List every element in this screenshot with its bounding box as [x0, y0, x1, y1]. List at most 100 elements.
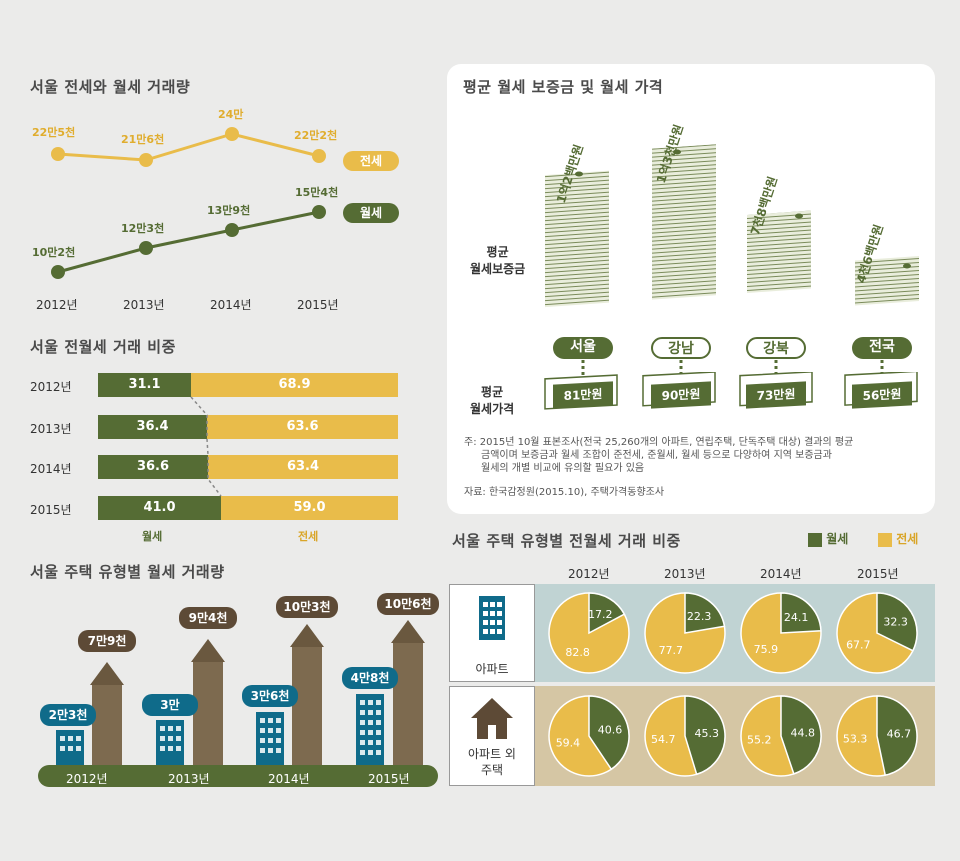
- apartment-volume-label: 3만: [142, 694, 198, 716]
- monthly-point: [312, 205, 326, 219]
- house-column: [92, 685, 122, 765]
- year-label: 2015년: [368, 772, 410, 786]
- deposit-axis-label: 평균 월세보증금: [470, 244, 525, 278]
- pie-apt-monthly-slice: [876, 592, 918, 652]
- deposit-axis-label-line: 월세보증금: [470, 262, 526, 276]
- price-note-line: 월세의 개별 비교에 유의할 필요가 있음: [481, 463, 645, 474]
- year-label: 2013년: [123, 298, 165, 312]
- year-label: 2015년: [30, 503, 72, 517]
- house-volume-label: 10만6천: [377, 593, 439, 615]
- price-title: 평균 월세 보증금 및 월세 가격: [463, 78, 664, 96]
- pie-jeonse-label: 55.2: [747, 734, 772, 747]
- legend-jeonse: 전세: [298, 530, 319, 543]
- apartment-volume-label: 3만6천: [242, 685, 298, 707]
- monthly-label: 12만3천: [121, 222, 165, 235]
- monthly-point: [139, 241, 153, 255]
- house-column: [292, 647, 322, 765]
- apartment-icon: [479, 596, 505, 640]
- monthly-tag: 월세: [343, 203, 399, 223]
- legend-monthly-label: 월세: [826, 532, 849, 546]
- monthly-label: 15만4천: [295, 186, 339, 199]
- apartment-volume-label: 2만3천: [40, 704, 96, 726]
- pie-jeonse-label: 54.7: [651, 733, 676, 746]
- pie-apt-monthly-slice: [684, 592, 726, 634]
- line-chart: [51, 127, 326, 279]
- pie-jeonse-label: 67.7: [846, 639, 871, 652]
- house-roof: [191, 639, 225, 662]
- jeonse-point: [51, 147, 65, 161]
- pie-jeonse-label: 59.4: [556, 736, 581, 749]
- share-chart-title: 서울 전월세 거래 비중: [30, 338, 176, 356]
- monthly-label: 13만9천: [207, 204, 251, 217]
- pie-house-monthly-slice: [780, 695, 822, 775]
- monthly-bar: 31.1: [98, 373, 191, 397]
- year-label: 2012년: [30, 380, 72, 394]
- year-label: 2014년: [210, 298, 252, 312]
- rent-axis-label-line: 월세가격: [470, 402, 515, 416]
- price-source: 자료: 한국감정원(2015.10), 주택가격동향조사: [464, 487, 665, 498]
- legend-jeonse-label: 전세: [896, 532, 919, 546]
- pie-monthly-label: 45.3: [695, 727, 720, 740]
- ground-band: [38, 765, 438, 787]
- legend-monthly: 월세: [808, 530, 848, 547]
- pie-jeonse-label: 75.9: [754, 643, 779, 656]
- deposit-stack-seoul: [545, 170, 609, 308]
- legend-monthly: 월세: [142, 530, 163, 543]
- pie-apt-monthly-slice: [780, 592, 822, 634]
- share-bar-row: 36.4 63.6: [98, 415, 398, 439]
- price-note-line: 주: 2015년 10월 표본조사(전국 25,260개의 아파트, 연립주택,…: [464, 437, 854, 448]
- type-volume-title: 서울 주택 유형별 월세 거래량: [30, 563, 225, 581]
- region-seoul: 서울: [553, 337, 613, 359]
- pie-house-monthly-slice: [588, 695, 630, 771]
- pie-monthly-label: 24.1: [784, 611, 809, 624]
- pie-monthly-label: 32.3: [883, 615, 908, 628]
- region-gangbuk: 강북: [746, 337, 806, 359]
- price-note-line: 금액이며 보증금과 월세 조합이 준전세, 준월세, 월세 등으로 다양하여 지…: [481, 450, 832, 461]
- deposit-axis-label-line: 평균: [486, 245, 509, 259]
- deposit-stack-gangbuk: [747, 210, 811, 294]
- deposit-stacks: [545, 144, 919, 308]
- jeonse-point: [139, 153, 153, 167]
- share-bar-row: 31.1 68.9: [98, 373, 398, 397]
- jeonse-label: 22만5천: [32, 126, 76, 139]
- pie-apt-monthly-slice: [588, 592, 626, 635]
- monthly-bar: 41.0: [98, 496, 221, 520]
- row-apt-label: 아파트: [475, 662, 509, 676]
- jeonse-bar: 59.0: [221, 496, 398, 520]
- monthly-point: [225, 223, 239, 237]
- deposit-stack-gangnam: [652, 144, 716, 300]
- house-roof: [391, 620, 425, 643]
- rent-axis-label: 평균 월세가격: [470, 384, 514, 418]
- pie-monthly-label: 22.3: [687, 610, 712, 623]
- jeonse-label: 22만2천: [294, 129, 338, 142]
- year-label: 2015년: [297, 298, 339, 312]
- type-volume-chart: [38, 620, 438, 787]
- row-house-label: 아파트 외 주택: [449, 746, 535, 778]
- year-label: 2012년: [568, 567, 610, 581]
- jeonse-tag: 전세: [343, 151, 399, 171]
- jeonse-bar: 63.4: [208, 455, 398, 479]
- house-volume-label: 9만4천: [179, 607, 237, 629]
- pie-jeonse-label: 82.8: [565, 646, 590, 659]
- pie-house-monthly-slice: [684, 695, 726, 776]
- apartment-volume-label: 4만8천: [342, 667, 398, 689]
- jeonse-label: 21만6천: [121, 133, 165, 146]
- monthly-point: [51, 265, 65, 279]
- year-label: 2013년: [168, 772, 210, 786]
- line-chart-title: 서울 전세와 월세 거래량: [30, 78, 191, 96]
- pie-house-monthly-slice: [876, 695, 918, 777]
- jeonse-bar: 68.9: [191, 373, 398, 397]
- pie-monthly-label: 46.7: [887, 728, 912, 741]
- share-bar-row: 36.6 63.4: [98, 455, 398, 479]
- row-house-label-line: 아파트 외: [468, 747, 516, 761]
- year-label: 2014년: [30, 462, 72, 476]
- monthly-bar: 36.4: [98, 415, 207, 439]
- house-roof: [90, 662, 124, 685]
- year-label: 2015년: [857, 567, 899, 581]
- year-label: 2012년: [66, 772, 108, 786]
- year-label: 2014년: [268, 772, 310, 786]
- jeonse-bar: 63.6: [207, 415, 398, 439]
- house-column: [393, 643, 423, 765]
- legend-jeonse: 전세: [878, 530, 918, 547]
